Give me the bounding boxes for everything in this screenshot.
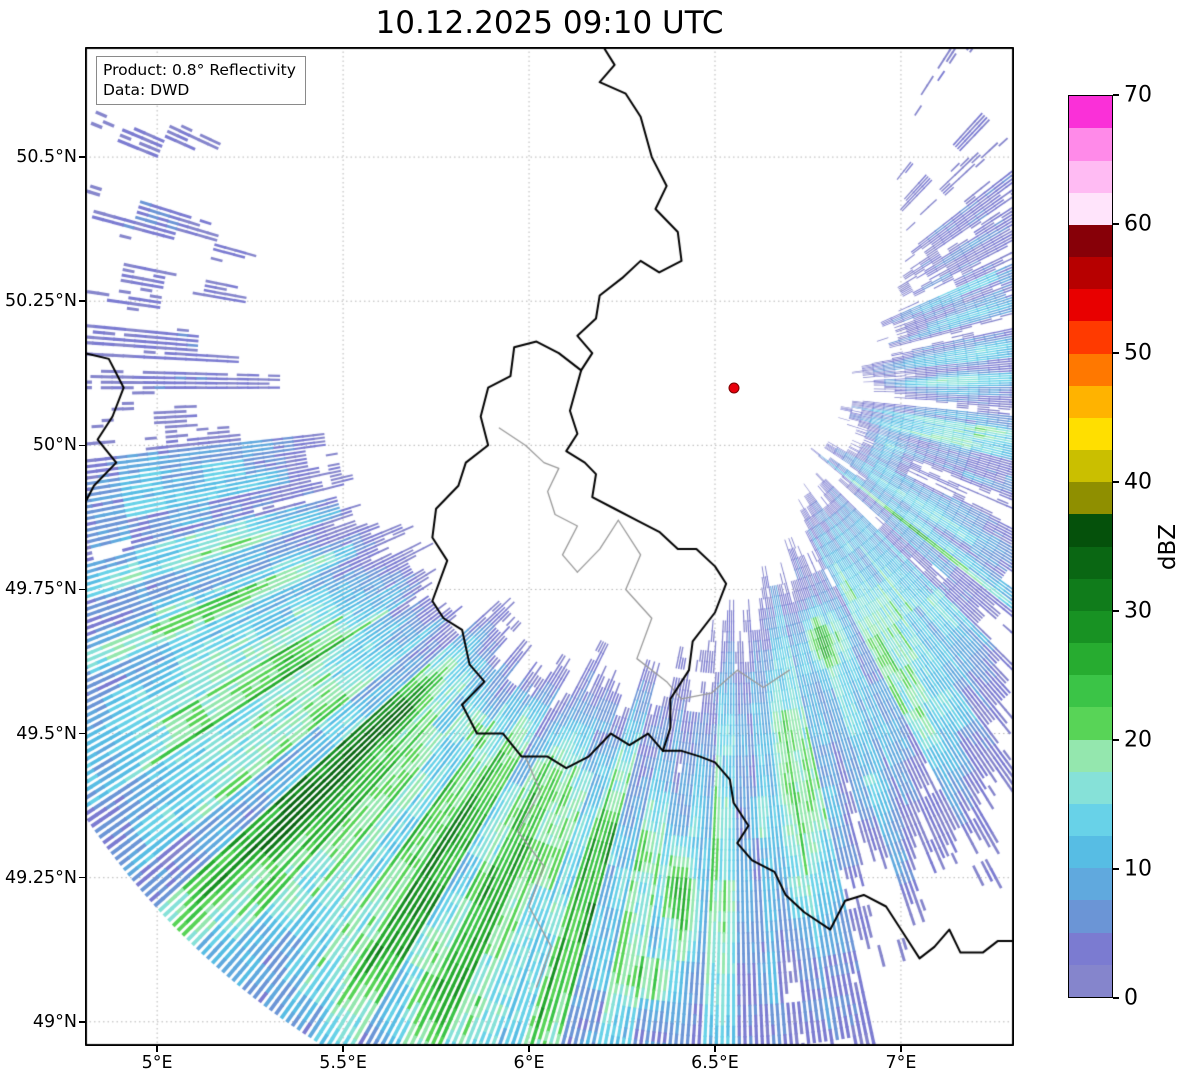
colorbar-band bbox=[1069, 96, 1112, 129]
y-tick-label: 50.25°N bbox=[5, 291, 77, 312]
colorbar-band bbox=[1069, 610, 1112, 644]
x-tick-mark bbox=[714, 1046, 716, 1052]
colorbar-band bbox=[1069, 932, 1112, 965]
colorbar-tick-mark bbox=[1113, 94, 1119, 96]
y-tick-label: 50°N bbox=[32, 435, 77, 456]
colorbar-band bbox=[1069, 514, 1112, 547]
colorbar-tick-label: 0 bbox=[1124, 985, 1138, 1011]
x-tick-label: 6°E bbox=[513, 1053, 545, 1073]
colorbar-band bbox=[1069, 482, 1112, 515]
colorbar-unit-label: dBZ bbox=[1155, 523, 1181, 571]
y-tick-label: 50.5°N bbox=[16, 147, 77, 168]
colorbar-band bbox=[1069, 353, 1112, 386]
y-tick-label: 49.25°N bbox=[5, 867, 77, 888]
colorbar-tick-mark bbox=[1113, 223, 1119, 225]
colorbar-band bbox=[1069, 868, 1112, 901]
colorbar-band bbox=[1069, 964, 1112, 997]
y-tick-mark bbox=[79, 876, 85, 879]
colorbar-band bbox=[1069, 771, 1112, 804]
colorbar-band bbox=[1069, 385, 1112, 418]
x-tick-label: 6.5°E bbox=[691, 1053, 739, 1073]
colorbar-band bbox=[1069, 803, 1112, 837]
colorbar-band bbox=[1069, 160, 1112, 193]
colorbar-tick-mark bbox=[1113, 739, 1119, 741]
data-source-label: Data: DWD bbox=[103, 81, 190, 100]
colorbar-tick-mark bbox=[1113, 868, 1119, 870]
colorbar-band bbox=[1069, 643, 1112, 676]
y-tick-label: 49°N bbox=[32, 1011, 77, 1032]
colorbar-tick-label: 40 bbox=[1124, 469, 1152, 495]
colorbar-tick-mark bbox=[1113, 481, 1119, 483]
colorbar-tick-label: 60 bbox=[1124, 211, 1152, 237]
y-tick-mark bbox=[79, 156, 85, 158]
y-tick-label: 49.5°N bbox=[16, 723, 77, 744]
y-tick-mark bbox=[79, 444, 85, 447]
x-tick-mark bbox=[528, 1046, 530, 1052]
x-tick-mark bbox=[156, 1046, 158, 1052]
colorbar-band bbox=[1069, 128, 1112, 161]
colorbar-band bbox=[1069, 257, 1112, 290]
colorbar-tick-mark bbox=[1113, 352, 1119, 354]
radar-map-canvas bbox=[85, 47, 1014, 1046]
colorbar-tick-label: 20 bbox=[1124, 727, 1152, 753]
y-tick-mark bbox=[79, 1021, 85, 1023]
colorbar-band bbox=[1069, 192, 1112, 225]
x-tick-label: 7°E bbox=[885, 1053, 917, 1073]
product-label: Product: 0.8° Reflectivity bbox=[103, 61, 296, 79]
x-tick-mark bbox=[900, 1046, 902, 1052]
colorbar-band bbox=[1069, 289, 1112, 322]
x-tick-label: 5°E bbox=[141, 1053, 173, 1073]
colorbar-tick-mark bbox=[1113, 997, 1119, 999]
y-tick-label: 49.75°N bbox=[5, 579, 77, 600]
plot-title: 10.12.2025 09:10 UTC bbox=[375, 5, 724, 41]
colorbar-gradient bbox=[1069, 96, 1112, 997]
colorbar-tick-mark bbox=[1113, 610, 1119, 612]
colorbar-band bbox=[1069, 836, 1112, 869]
colorbar-band bbox=[1069, 578, 1112, 611]
colorbar-band bbox=[1069, 417, 1112, 451]
colorbar-band bbox=[1069, 739, 1112, 772]
x-tick-mark bbox=[342, 1046, 344, 1052]
colorbar-band bbox=[1069, 546, 1112, 579]
colorbar-band bbox=[1069, 900, 1112, 933]
colorbar bbox=[1068, 95, 1113, 998]
y-tick-mark bbox=[79, 300, 85, 302]
colorbar-tick-label: 10 bbox=[1124, 856, 1152, 882]
colorbar-band bbox=[1069, 707, 1112, 740]
y-tick-mark bbox=[79, 588, 85, 591]
y-tick-mark bbox=[79, 732, 85, 735]
colorbar-tick-label: 70 bbox=[1124, 82, 1152, 108]
map-plot: Product: 0.8° Reflectivity Data: DWD bbox=[85, 47, 1014, 1046]
colorbar-band bbox=[1069, 321, 1112, 354]
x-tick-label: 5.5°E bbox=[319, 1053, 367, 1073]
colorbar-band bbox=[1069, 675, 1112, 708]
colorbar-band bbox=[1069, 450, 1112, 483]
colorbar-tick-label: 30 bbox=[1124, 598, 1152, 624]
product-info-box: Product: 0.8° Reflectivity Data: DWD bbox=[96, 56, 306, 106]
radar-site-marker bbox=[728, 382, 740, 394]
colorbar-band bbox=[1069, 224, 1112, 258]
colorbar-tick-label: 50 bbox=[1124, 340, 1152, 366]
